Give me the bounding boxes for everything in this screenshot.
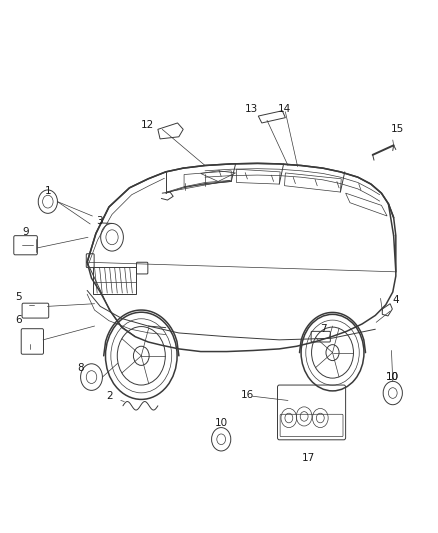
Text: 10: 10 (215, 418, 228, 429)
Text: 15: 15 (391, 124, 404, 134)
Text: 1: 1 (45, 186, 51, 196)
Text: 7: 7 (321, 324, 327, 334)
Text: 5: 5 (15, 292, 21, 302)
Text: 16: 16 (241, 390, 254, 400)
Text: 3: 3 (96, 216, 103, 227)
Text: 6: 6 (15, 314, 21, 325)
Text: 17: 17 (302, 453, 315, 463)
Text: 10: 10 (386, 372, 399, 382)
Text: 4: 4 (392, 295, 399, 305)
Text: 8: 8 (77, 362, 84, 373)
Text: 9: 9 (23, 227, 29, 237)
Text: 2: 2 (106, 391, 113, 401)
Text: 14: 14 (278, 103, 291, 114)
Text: 13: 13 (245, 103, 258, 114)
Text: 10: 10 (386, 372, 399, 382)
Text: 12: 12 (140, 120, 154, 130)
